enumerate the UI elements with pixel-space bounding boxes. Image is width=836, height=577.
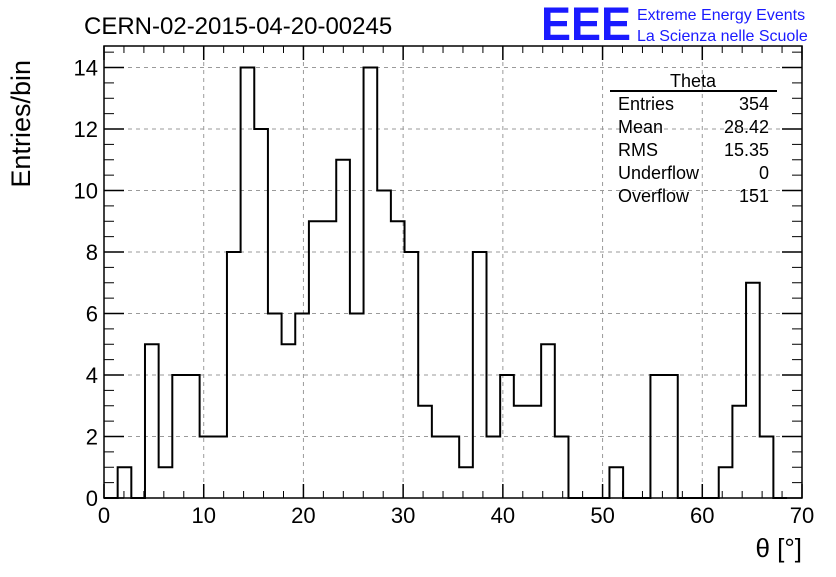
x-axis-label: θ [°] [755, 533, 802, 563]
tick-labels: 0 10 20 30 40 50 60 70 0 2 4 6 8 10 12 14 [74, 56, 815, 528]
y-axis-label: Entries/bin [6, 60, 36, 188]
axis-ticks [103, 46, 803, 499]
y-tick-label: 2 [86, 425, 98, 450]
x-tick-label: 20 [291, 503, 315, 528]
y-tick-label: 4 [86, 363, 98, 388]
x-tick-label: 70 [790, 503, 814, 528]
stats-row-value: 28.42 [724, 117, 769, 137]
stats-row-value: 0 [759, 163, 769, 183]
logo-line-1: Extreme Energy Events [637, 7, 805, 24]
x-tick-label: 10 [191, 503, 215, 528]
stats-row-label: Entries [618, 94, 674, 114]
grid [104, 46, 802, 498]
logo-mark: EEE [541, 0, 631, 50]
eee-logo: EEE Extreme Energy Events La Scienza nel… [541, 0, 808, 50]
y-tick-label: 10 [74, 179, 98, 204]
x-tick-label: 60 [690, 503, 714, 528]
stats-row-value: 151 [739, 186, 769, 206]
stats-title: Theta [670, 71, 717, 91]
y-tick-label: 6 [86, 302, 98, 327]
x-tick-label: 50 [590, 503, 614, 528]
chart-title: CERN-02-2015-04-20-00245 [84, 13, 392, 40]
y-tick-label: 14 [74, 56, 98, 81]
stats-box: Theta Entries 354 Mean 28.42 RMS 15.35 Underfl… [610, 71, 777, 206]
stats-row-label: Underflow [618, 163, 700, 183]
histogram-outline [104, 66, 788, 499]
y-tick-label: 8 [86, 240, 98, 265]
x-tick-label: 0 [98, 503, 110, 528]
stats-row-label: RMS [618, 140, 658, 160]
stats-row-label: Overflow [618, 186, 690, 206]
x-tick-label: 40 [491, 503, 515, 528]
x-tick-label: 30 [391, 503, 415, 528]
y-tick-label: 12 [74, 117, 98, 142]
stats-row-value: 354 [739, 94, 769, 114]
y-tick-label: 0 [86, 486, 98, 511]
stats-rows: Entries 354 Mean 28.42 RMS 15.35 Underflow 0 Ove… [618, 94, 769, 206]
stats-row-label: Mean [618, 117, 663, 137]
plot-frame [103, 45, 803, 499]
logo-line-2: La Scienza nelle Scuole [637, 28, 808, 45]
stats-row-value: 15.35 [724, 140, 769, 160]
